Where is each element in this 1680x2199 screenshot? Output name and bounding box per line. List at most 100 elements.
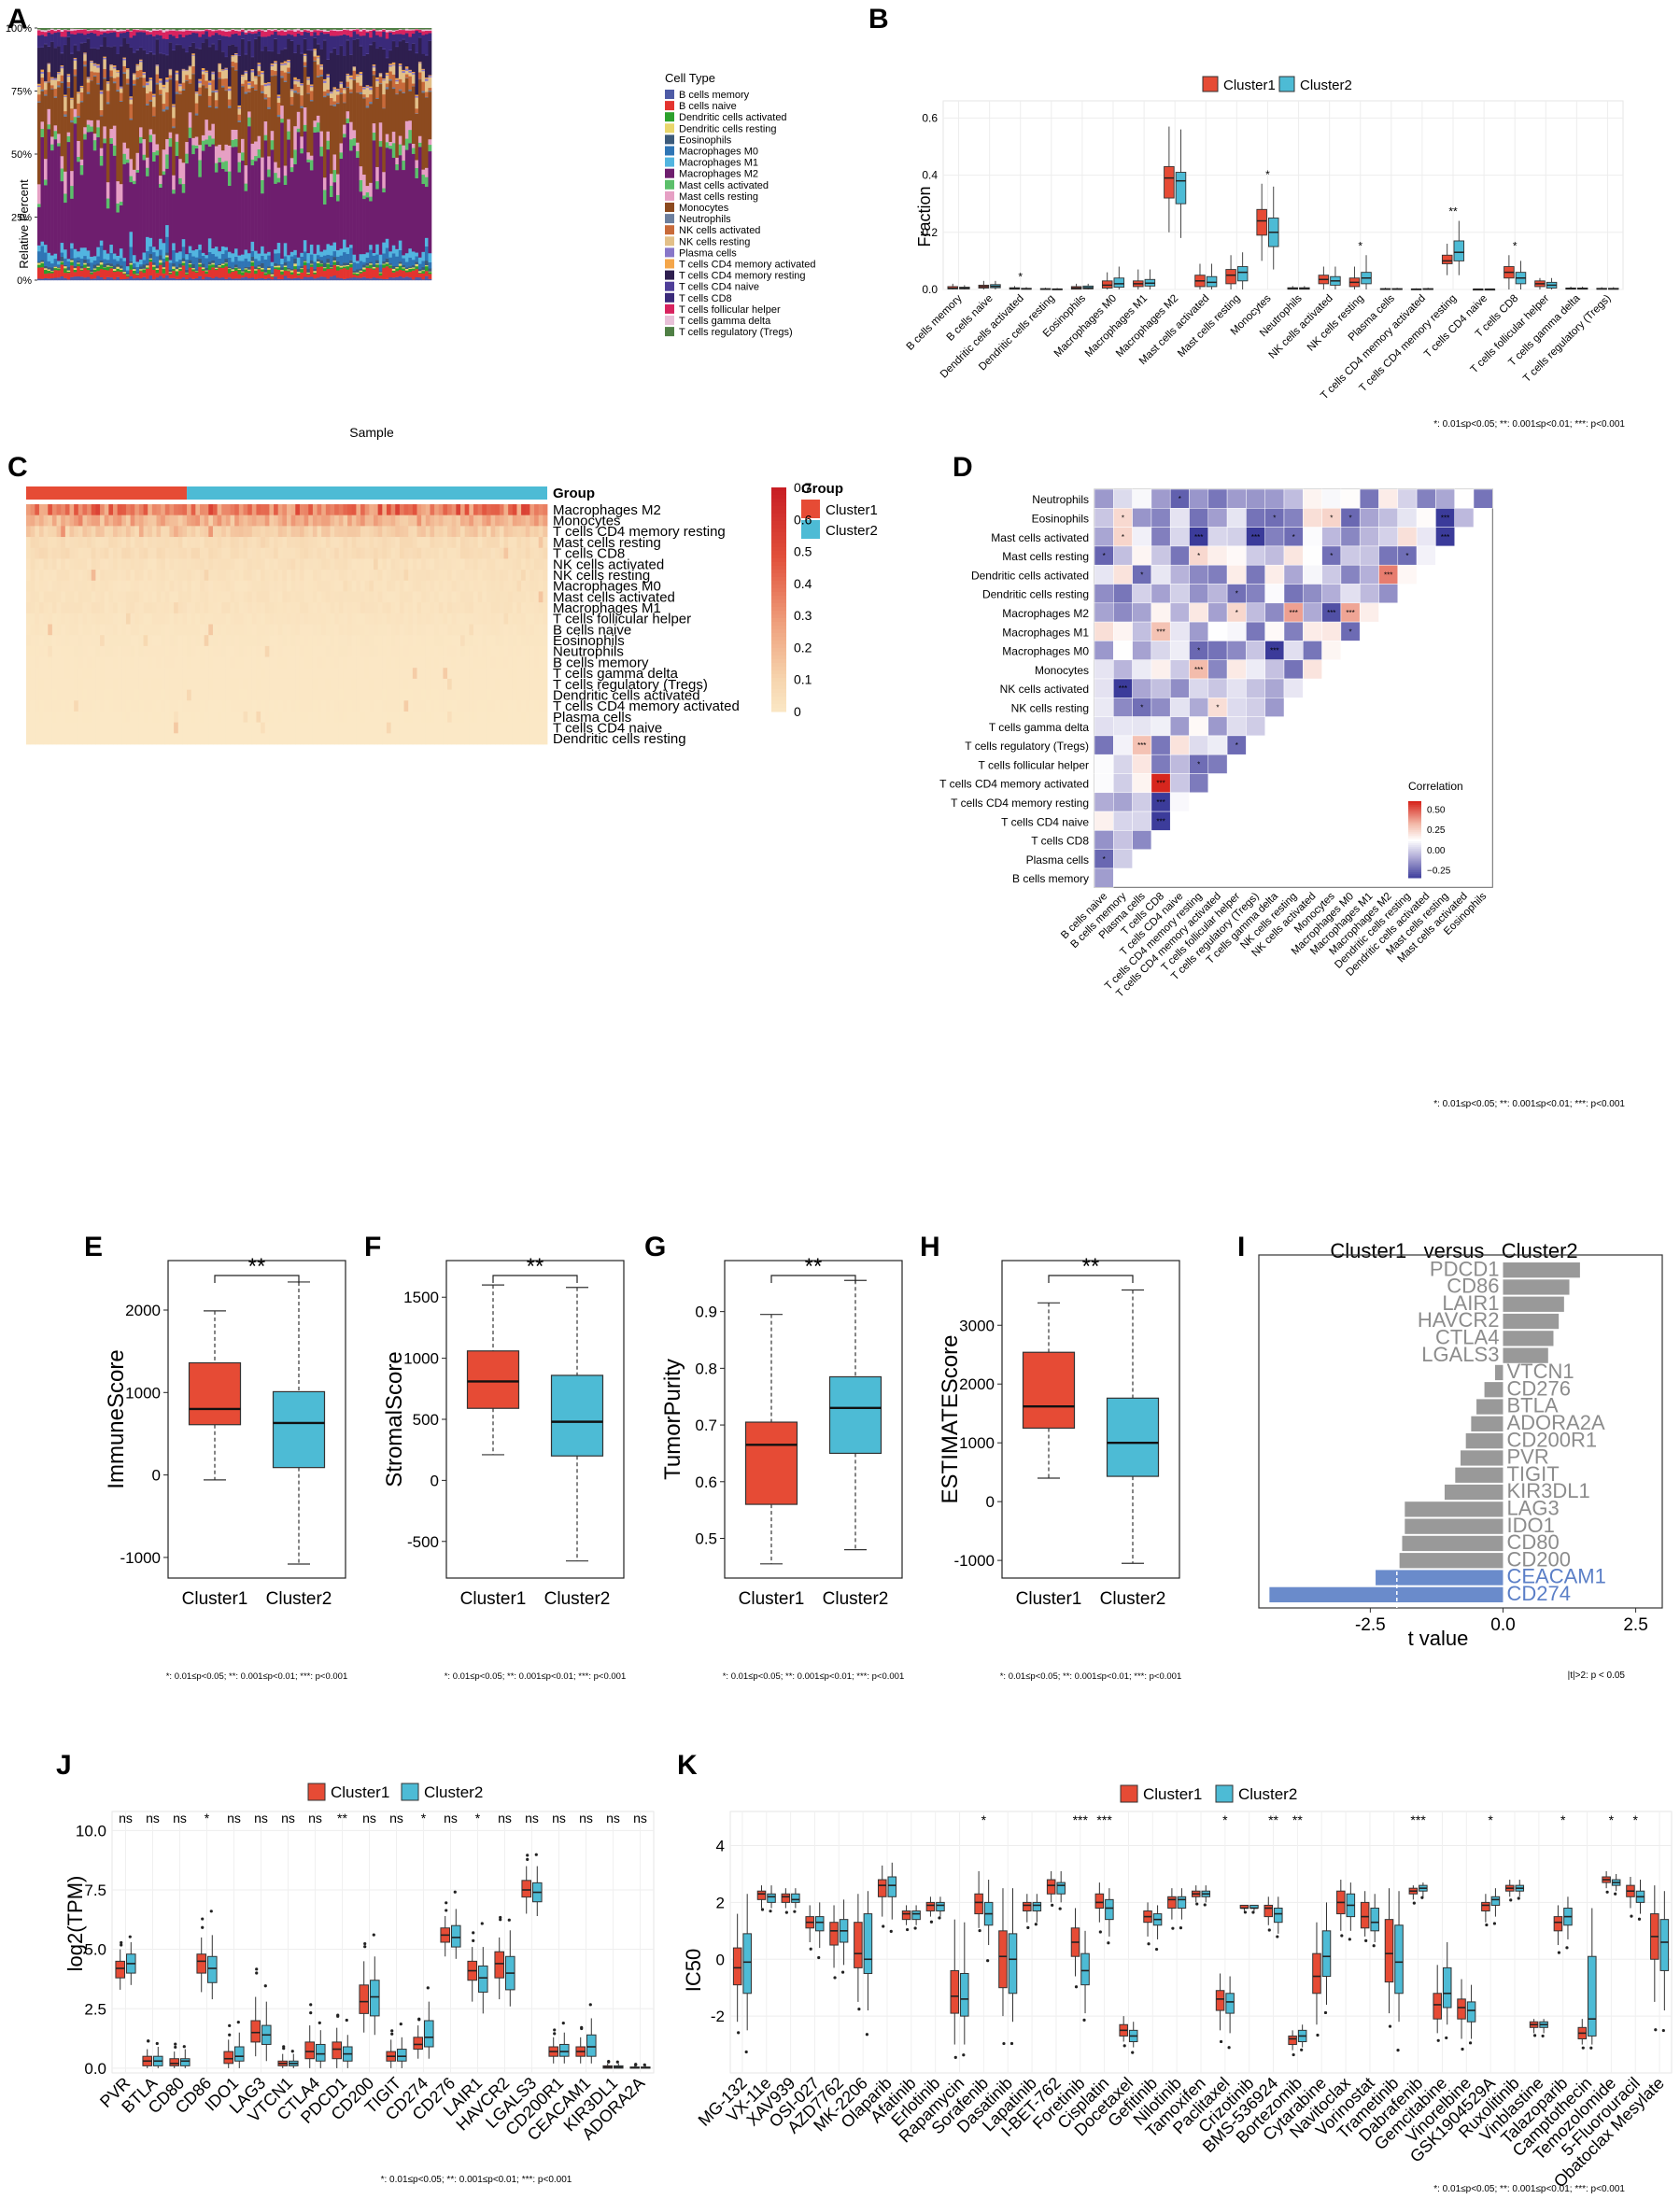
panel-a-bar-segment (306, 262, 311, 270)
panel-a-bar-segment (306, 93, 311, 153)
panel-c-cell (482, 668, 487, 680)
panel-c-group-label: Group (553, 486, 595, 501)
panel-c-cell (100, 635, 106, 647)
panel-a-bar-segment (188, 262, 192, 265)
panel-a-bar-segment (146, 250, 149, 264)
panel-c-cell (61, 580, 66, 592)
panel-a-bar-segment (77, 251, 81, 258)
panel-a-bar-segment (77, 49, 81, 51)
panel-c-cell (499, 591, 504, 603)
panel-a-bar-segment (388, 78, 393, 81)
panel-c-cell (95, 515, 101, 527)
panel-a-bar-segment (250, 72, 255, 81)
panel-a-bar-segment (191, 263, 196, 269)
panel-c-cell (174, 526, 179, 538)
panel-a-bar-segment (343, 278, 346, 281)
panel-a-bar-segment (343, 29, 346, 35)
panel-a-bar-segment (237, 162, 242, 173)
panel-a-bar-segment (417, 263, 422, 270)
panel-a-bar-segment (402, 160, 406, 171)
panel-a-bar-segment (388, 63, 393, 65)
panel-c-cell (261, 591, 266, 603)
panel-c-cell (425, 526, 431, 538)
panel-c-cell (469, 504, 474, 516)
panel-a-bar-segment (188, 83, 192, 113)
panel-a-bar-segment (79, 100, 84, 103)
panel-a-bar-segment (224, 266, 229, 279)
panel-c-cell (121, 613, 127, 625)
panel-a-bar-segment (47, 29, 51, 31)
panel-c-cell (490, 547, 496, 559)
panel-a-bar-segment (64, 44, 67, 46)
panel-c-cell (61, 668, 66, 680)
panel-c-cell (460, 602, 466, 614)
panel-a-bar-segment (162, 53, 166, 85)
panel-a-bar-segment (329, 264, 333, 268)
panel-a-bar-segment (293, 31, 298, 37)
panel-c-cell (217, 624, 222, 636)
panel-a-bar-segment (247, 92, 251, 112)
panel-c-cell (156, 570, 162, 582)
panel-a-bar-segment (382, 49, 387, 79)
panel-c-cell (425, 580, 431, 592)
panel-c-cell (386, 580, 391, 592)
panel-a-bar-segment (276, 265, 281, 268)
panel-c-cell (130, 504, 135, 516)
panel-a-bar-segment (103, 126, 107, 139)
panel-c-cell (138, 591, 144, 603)
panel-c-cell (421, 613, 427, 625)
panel-c-cell (121, 678, 127, 690)
panel-c-cell (534, 591, 540, 603)
panel-a-bar-segment (375, 30, 380, 32)
panel-a-bar-segment (162, 174, 166, 244)
panel-a-bar-segment (276, 264, 281, 266)
panel-a-bar-segment (207, 47, 212, 81)
panel-c-cell (212, 668, 218, 680)
panel-a-bar-segment (395, 276, 400, 281)
panel-c-cell (356, 537, 361, 549)
panel-a-bar-segment (178, 44, 183, 84)
panel-c-cell (143, 580, 148, 592)
panel-c-cell (35, 656, 40, 669)
panel-c-cell (412, 547, 417, 559)
panel-a-bar-segment (119, 265, 123, 269)
panel-a-bar-segment (64, 36, 67, 45)
panel-c-cell (538, 656, 544, 669)
panel-a-bar-segment (70, 122, 74, 172)
panel-c-cell (104, 504, 109, 516)
panel-c-cell (100, 645, 106, 657)
panel-a-bar-segment (83, 259, 88, 263)
panel-c-cell (321, 613, 327, 625)
panel-c-cell (490, 558, 496, 571)
panel-c-cell (282, 504, 288, 516)
panel-a-bar-segment (261, 91, 264, 93)
panel-c-cell (412, 613, 417, 625)
panel-c-cell (473, 591, 478, 603)
panel-c-cell (364, 668, 370, 680)
panel-a-bar-segment (428, 76, 432, 78)
panel-c-cell (87, 591, 92, 603)
panel-c-cell (308, 558, 314, 571)
panel-a-bar-segment (395, 46, 400, 78)
panel-c-cell (282, 591, 288, 603)
panel-a-bar-segment (313, 61, 318, 121)
panel-a-bar-segment (132, 278, 136, 281)
panel-a-bar-segment (116, 31, 120, 37)
panel-a-bar-segment (218, 258, 222, 264)
panel-c-cell (295, 515, 301, 527)
panel-a-bar-segment (329, 52, 333, 92)
legend-swatch-cluster1 (1202, 76, 1219, 92)
panel-c-cell (130, 558, 135, 571)
panel-a-bar-segment (50, 88, 54, 90)
panel-a-bar-segment (332, 48, 337, 88)
panel-a-bar-segment (404, 261, 409, 268)
panel-a-bar-segment (326, 31, 331, 35)
panel-c-cell (69, 515, 75, 527)
panel-a-bar-segment (220, 277, 225, 281)
panel-a-bar-segment (146, 53, 149, 82)
panel-a-bar-segment (313, 278, 318, 281)
panel-c-cell (338, 613, 344, 625)
panel-a-bar-segment (362, 29, 366, 36)
panel-a-bar-segment (336, 201, 340, 250)
panel-c-cell (243, 645, 248, 657)
